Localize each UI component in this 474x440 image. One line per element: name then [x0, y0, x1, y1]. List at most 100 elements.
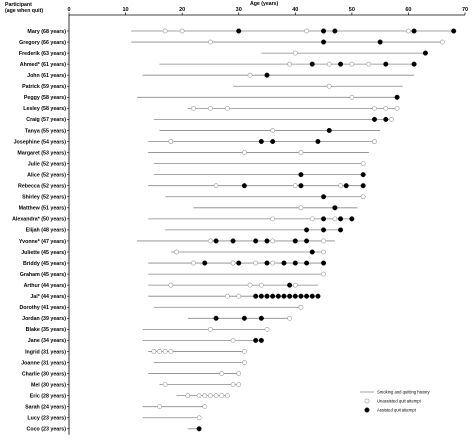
- unassisted-marker: [168, 282, 174, 288]
- unassisted-marker: [230, 260, 236, 266]
- unassisted-marker: [321, 238, 326, 244]
- participant-label: Mary (68 years): [27, 29, 66, 35]
- participant-label: Rebecca (52 years): [18, 184, 66, 190]
- unassisted-marker: [191, 105, 196, 111]
- assisted-marker: [332, 205, 338, 211]
- unassisted-marker: [213, 183, 219, 189]
- unassisted-marker: [202, 393, 208, 399]
- participant-label: Yvonne* (47 years): [19, 239, 66, 245]
- unassisted-marker: [349, 61, 355, 67]
- unassisted-marker: [326, 61, 332, 67]
- unassisted-marker: [196, 415, 202, 421]
- unassisted-marker: [298, 150, 304, 155]
- participant-label: Blake (35 years): [26, 327, 67, 333]
- assisted-marker: [264, 260, 270, 266]
- assisted-marker: [360, 172, 366, 178]
- assisted-marker: [343, 183, 349, 189]
- unassisted-marker: [208, 326, 213, 332]
- unassisted-marker: [360, 194, 366, 200]
- participant-label: Craig (57 years): [26, 117, 66, 123]
- y-axis-title-line2: (age when quit): [5, 8, 44, 14]
- assisted-marker: [298, 183, 304, 189]
- participant-label: Jai* (44 years): [30, 294, 66, 300]
- participant-label: Ahmed* (61 years): [20, 62, 66, 68]
- unassisted-marker: [219, 371, 225, 376]
- unassisted-marker: [321, 249, 326, 255]
- assisted-marker: [253, 238, 259, 244]
- assisted-marker: [332, 28, 338, 34]
- assisted-marker: [422, 50, 428, 56]
- assisted-marker: [258, 315, 264, 321]
- unassisted-marker: [372, 105, 377, 111]
- unassisted-marker: [241, 360, 247, 365]
- unassisted-marker: [208, 393, 213, 399]
- assisted-marker: [321, 260, 327, 266]
- participant-label: Eric (28 years): [30, 393, 66, 399]
- unassisted-marker: [264, 326, 270, 332]
- unassisted-marker: [383, 105, 389, 111]
- unassisted-marker: [298, 205, 304, 211]
- assisted-marker: [213, 315, 219, 321]
- participant-label: Graham (45 years): [20, 272, 66, 278]
- legend-unassisted-swatch: [364, 398, 370, 404]
- legend-line-label: Smoking and quitting history: [377, 390, 431, 395]
- assisted-marker: [202, 260, 208, 266]
- assisted-marker: [451, 28, 457, 34]
- unassisted-marker: [366, 61, 372, 67]
- participant-label: Joanne (31 years): [21, 360, 66, 366]
- unassisted-marker: [247, 282, 253, 288]
- unassisted-marker: [224, 393, 230, 399]
- assisted-marker: [258, 337, 264, 343]
- assisted-marker: [383, 61, 389, 67]
- unassisted-marker: [174, 249, 179, 255]
- unassisted-marker: [292, 282, 298, 288]
- participant-label: Patrick (59 years): [22, 84, 66, 90]
- assisted-marker: [315, 293, 321, 299]
- assisted-marker: [213, 238, 219, 244]
- participant-label: Shirley (52 years): [22, 195, 66, 201]
- assisted-marker: [309, 293, 315, 299]
- assisted-marker: [230, 238, 236, 244]
- participant-label: Gregory (66 years): [19, 40, 66, 46]
- unassisted-marker: [191, 260, 196, 266]
- unassisted-marker: [185, 393, 191, 399]
- unassisted-marker: [326, 83, 332, 89]
- unassisted-marker: [298, 304, 304, 310]
- assisted-marker: [338, 216, 344, 222]
- participant-label: Margaret (53 years): [17, 150, 66, 156]
- unassisted-marker: [168, 139, 174, 144]
- y-axis-title: Participant (age when quit): [5, 2, 43, 14]
- unassisted-marker: [224, 105, 230, 111]
- unassisted-marker: [213, 393, 219, 399]
- unassisted-marker: [202, 404, 208, 410]
- unassisted-marker: [208, 39, 213, 45]
- assisted-marker: [304, 227, 310, 233]
- x-tick-label: 50: [349, 7, 355, 13]
- assisted-marker: [292, 293, 298, 299]
- assisted-marker: [371, 116, 377, 122]
- assisted-marker: [264, 293, 270, 299]
- unassisted-marker: [151, 349, 157, 354]
- assisted-marker: [326, 127, 332, 133]
- unassisted-marker: [162, 349, 168, 354]
- unassisted-marker: [406, 28, 411, 34]
- assisted-marker: [270, 138, 276, 144]
- unassisted-marker: [270, 216, 276, 222]
- participant-label: Mel (30 years): [31, 382, 66, 388]
- unassisted-marker: [321, 271, 326, 277]
- assisted-marker: [281, 260, 287, 266]
- assisted-marker: [287, 282, 293, 288]
- unassisted-marker: [241, 150, 247, 155]
- assisted-marker: [258, 293, 264, 299]
- participant-label: Briddy (45 years): [23, 261, 66, 267]
- participant-label: Juliette (45 years): [21, 250, 66, 256]
- unassisted-marker: [168, 349, 174, 354]
- assisted-marker: [241, 183, 247, 189]
- assisted-marker: [394, 94, 400, 100]
- participant-label: Ingrid (31 years): [25, 349, 66, 355]
- assisted-marker: [338, 227, 344, 233]
- x-tick-label: 40: [292, 7, 298, 13]
- unassisted-marker: [196, 393, 202, 399]
- participant-label: Lucy (23 years): [27, 416, 66, 422]
- unassisted-marker: [349, 94, 355, 100]
